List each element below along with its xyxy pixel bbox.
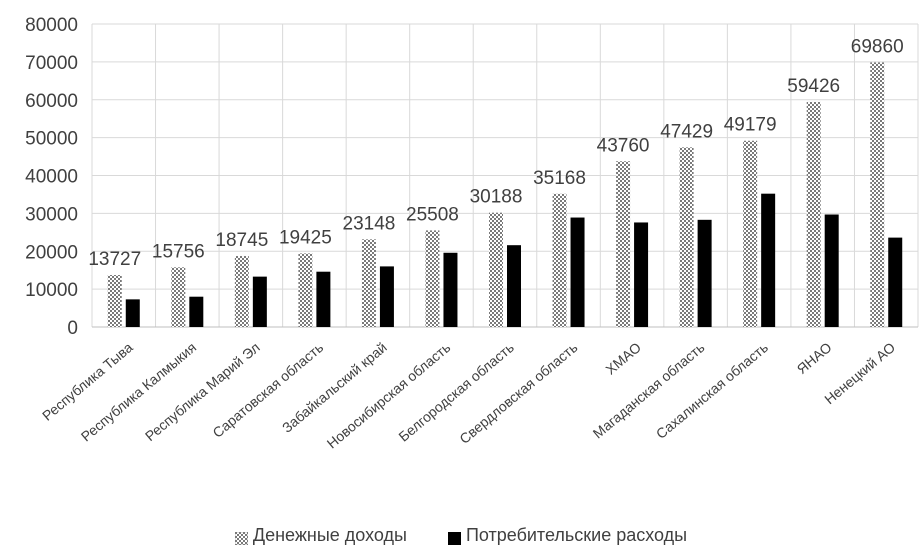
bar-income-2	[234, 256, 249, 327]
bar-income-1	[171, 267, 186, 327]
x-tick-label-11: ЯНАО	[794, 339, 835, 377]
bar-income-3	[298, 253, 313, 327]
bar-expenses-0	[125, 299, 140, 327]
bar-income-8	[616, 161, 631, 327]
data-label-income-5: 25508	[406, 204, 459, 225]
data-label-income-8: 43760	[597, 135, 650, 156]
y-tick-label-7: 70000	[25, 53, 78, 74]
bar-income-4	[361, 239, 376, 327]
bar-income-5	[425, 230, 440, 327]
bar-expenses-11	[824, 214, 839, 327]
bar-expenses-2	[252, 276, 267, 327]
x-tick-label-10: Сахалинская область	[653, 339, 771, 442]
data-label-income-6: 30188	[470, 187, 523, 208]
data-label-income-7: 35168	[533, 168, 586, 189]
data-label-income-10: 49179	[724, 115, 777, 136]
data-labels: 13727 15756 18745 19425 23148 25508 30188 35168…	[88, 36, 903, 270]
data-label-income-2: 18745	[215, 230, 268, 251]
legend-item-expenses: Потребительские расходы	[447, 525, 688, 546]
bar-expenses-10	[761, 193, 776, 327]
data-label-income-9: 47429	[660, 121, 713, 142]
bar-expenses-9	[697, 219, 712, 327]
bar-income-12	[870, 62, 885, 328]
bar-expenses-8	[634, 222, 649, 327]
y-tick-label-5: 50000	[25, 129, 78, 150]
bar-income-0	[107, 275, 122, 327]
bar-expenses-1	[189, 296, 204, 327]
y-tick-label-0: 0	[67, 318, 78, 339]
x-tick-label-7: Свердловская область	[456, 339, 580, 447]
bar-expenses-12	[888, 237, 903, 327]
y-tick-label-8: 80000	[25, 15, 78, 36]
y-tick-label-2: 20000	[25, 242, 78, 263]
x-tick-label-8: ХМАО	[602, 339, 644, 378]
y-tick-label-1: 10000	[25, 280, 78, 301]
bar-expenses-3	[316, 271, 331, 327]
x-tick-label-9: Магаданская область	[590, 339, 708, 442]
legend-swatch-expenses	[447, 529, 461, 545]
legend-item-income: Денежные доходы	[234, 525, 407, 546]
x-tick-label-3: Саратовская область	[209, 339, 326, 441]
x-tick-label-2: Республика Марий Эл	[142, 339, 263, 444]
legend-swatch-income	[234, 529, 249, 546]
data-label-income-0: 13727	[88, 249, 141, 270]
y-tick-label-6: 60000	[25, 91, 78, 112]
bar-income-11	[806, 101, 821, 327]
bar-income-6	[489, 212, 503, 327]
bar-chart: 0 10000 20000 30000 40000 50000 60000 70000 8000…	[25, 15, 919, 452]
bar-expenses-6	[507, 245, 521, 327]
data-label-income-12: 69860	[851, 36, 904, 57]
data-label-income-4: 23148	[343, 213, 396, 234]
x-tick-label-6: Белгородская область	[395, 339, 517, 445]
y-tick-label-3: 30000	[25, 204, 78, 225]
data-label-income-1: 15756	[152, 241, 205, 262]
bar-expenses-4	[379, 266, 394, 327]
legend: Денежные доходы Потребительские расходы	[0, 525, 922, 550]
bar-income-9	[679, 147, 694, 327]
legend-label-expenses: Потребительские расходы	[465, 525, 688, 545]
x-tick-label-1: Республика Калмыкия	[78, 339, 199, 445]
x-tick-label-4: Забайкальский край	[279, 339, 390, 436]
bars	[107, 62, 903, 328]
y-axis-tick-labels: 0 10000 20000 30000 40000 50000 60000 70000 8000…	[25, 15, 78, 339]
data-label-income-11: 59426	[787, 76, 840, 97]
data-label-income-3: 19425	[279, 227, 332, 248]
bar-expenses-5	[443, 252, 458, 327]
bar-income-10	[743, 140, 758, 327]
legend-label-income: Денежные доходы	[252, 525, 407, 545]
bar-expenses-7	[570, 217, 585, 327]
bar-income-7	[552, 193, 567, 327]
y-tick-label-4: 40000	[25, 167, 78, 188]
x-tick-label-5: Новосибирская область	[324, 339, 454, 451]
grid-lines	[91, 23, 919, 328]
